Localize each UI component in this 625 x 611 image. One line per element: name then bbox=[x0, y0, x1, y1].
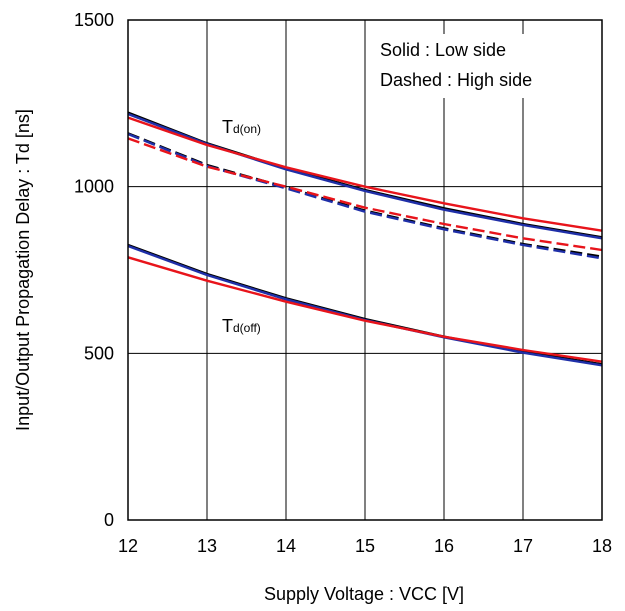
legend-note-solid: Solid : Low side bbox=[380, 40, 506, 60]
annotation-td-on: Td(on) bbox=[222, 117, 261, 137]
x-tick-label: 13 bbox=[197, 536, 217, 556]
x-tick-label: 17 bbox=[513, 536, 533, 556]
x-tick-label: 16 bbox=[434, 536, 454, 556]
legend-note-box bbox=[372, 34, 588, 98]
series-line-td_on_high bbox=[127, 132, 603, 260]
x-tick-label: 15 bbox=[355, 536, 375, 556]
y-tick-label: 500 bbox=[84, 343, 114, 363]
annotation-td-off: Td(off) bbox=[222, 316, 261, 336]
y-tick-label: 1000 bbox=[74, 177, 114, 197]
x-tick-label: 14 bbox=[276, 536, 296, 556]
x-tick-labels: 12 13 14 15 16 17 18 bbox=[118, 536, 612, 556]
x-tick-label: 12 bbox=[118, 536, 138, 556]
y-tick-labels: 0 500 1000 1500 bbox=[74, 10, 114, 530]
legend-note-dashed: Dashed : High side bbox=[380, 70, 532, 90]
y-tick-label: 1500 bbox=[74, 10, 114, 30]
series-line-td_on_low bbox=[127, 116, 603, 232]
series-line-td_off_low bbox=[127, 256, 603, 363]
series-lines bbox=[127, 111, 603, 367]
y-axis-label: Input/Output Propagation Delay : Td [ns] bbox=[13, 109, 33, 431]
series-line-td_on_high bbox=[127, 137, 603, 252]
y-tick-label: 0 bbox=[104, 510, 114, 530]
x-tick-label: 18 bbox=[592, 536, 612, 556]
plot-frame bbox=[127, 19, 603, 521]
x-axis-label: Supply Voltage : VCC [V] bbox=[264, 584, 464, 604]
